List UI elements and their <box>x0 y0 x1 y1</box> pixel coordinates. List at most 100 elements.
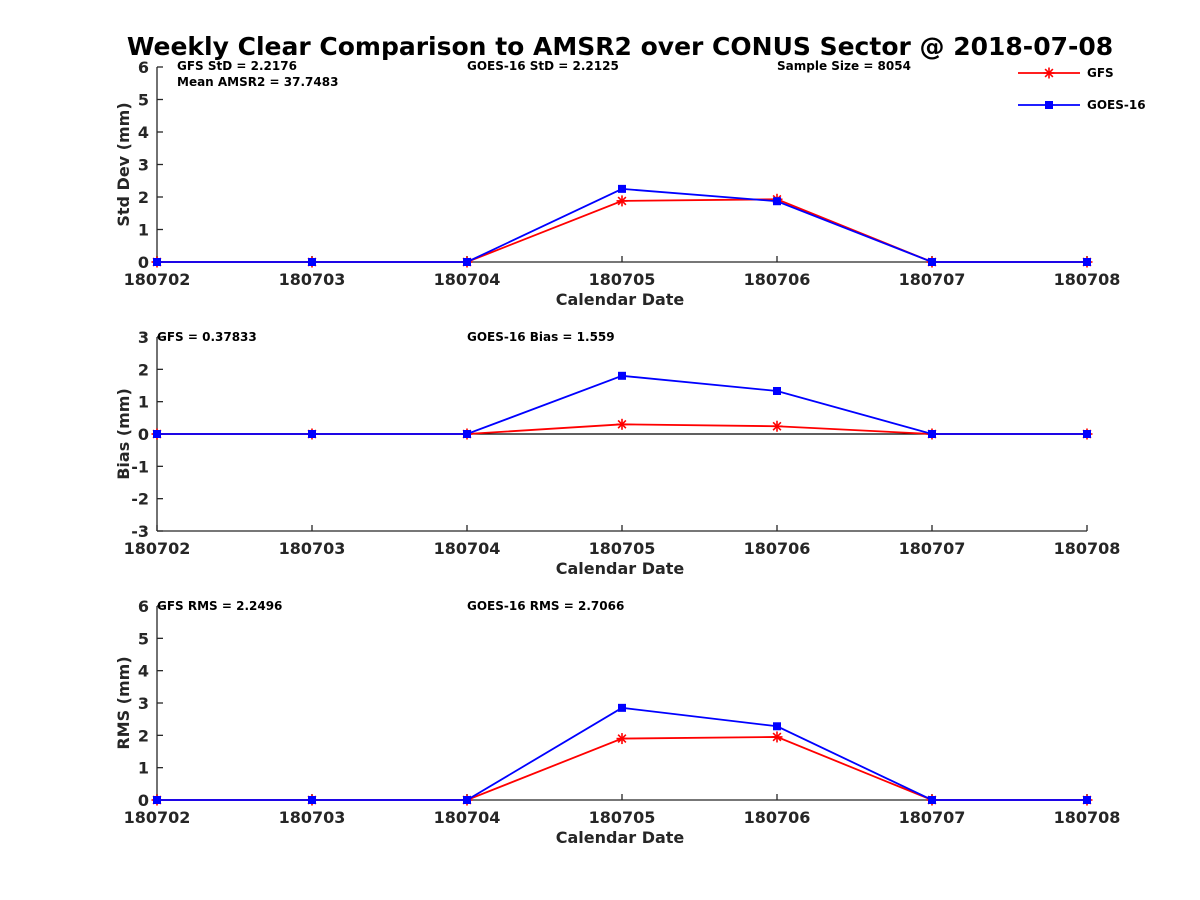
y-tick-label: 6 <box>138 597 149 616</box>
x-tick-label: 180707 <box>899 270 966 289</box>
x-tick-label: 180704 <box>434 539 501 558</box>
y-tick-label: 2 <box>138 726 149 745</box>
y-tick-label: 0 <box>138 791 149 810</box>
y-tick-label: 5 <box>138 629 149 648</box>
data-point <box>618 184 626 193</box>
y-tick-label: 1 <box>138 393 149 412</box>
y-tick-label: 6 <box>138 58 149 77</box>
x-tick-label: 180708 <box>1054 270 1121 289</box>
data-point <box>308 796 316 804</box>
data-point <box>153 430 161 438</box>
x-tick-label: 180705 <box>589 539 656 558</box>
legend-marker <box>1045 101 1053 109</box>
data-point <box>308 258 316 266</box>
stat-annotation: Mean AMSR2 = 37.7483 <box>177 75 338 89</box>
x-tick-label: 180705 <box>589 808 656 827</box>
y-tick-label: 1 <box>138 759 149 778</box>
data-point <box>618 371 626 380</box>
y-tick-label: 5 <box>138 91 149 110</box>
y-axis-label: RMS (mm) <box>114 656 133 749</box>
y-tick-label: -2 <box>131 490 149 509</box>
x-tick-label: 180705 <box>589 270 656 289</box>
x-tick-label: 180704 <box>434 808 501 827</box>
x-axis-label: Calendar Date <box>556 290 685 309</box>
data-point <box>928 258 936 266</box>
x-tick-label: 180703 <box>279 539 346 558</box>
stat-annotation: GFS = 0.37833 <box>157 330 257 344</box>
stat-annotation: GFS StD = 2.2176 <box>177 59 297 73</box>
data-point <box>928 430 936 438</box>
x-tick-label: 180702 <box>124 270 191 289</box>
data-point <box>463 258 471 266</box>
x-tick-label: 180706 <box>744 808 811 827</box>
data-point <box>153 258 161 266</box>
data-point <box>153 796 161 804</box>
y-axis-label: Std Dev (mm) <box>114 102 133 226</box>
x-tick-label: 180703 <box>279 808 346 827</box>
x-tick-label: 180703 <box>279 270 346 289</box>
series-goes-16 <box>153 703 1091 804</box>
x-tick-label: 180702 <box>124 808 191 827</box>
x-axis-label: Calendar Date <box>556 559 685 578</box>
data-point <box>773 197 781 206</box>
data-point <box>463 430 471 438</box>
legend-label: GOES-16 <box>1087 98 1146 112</box>
data-point <box>1083 430 1091 438</box>
panel-1: 0 1 2 3 4 5 6 180702 180703 180704 180705 180706 180… <box>114 58 1120 309</box>
data-point <box>463 796 471 804</box>
y-tick-label: 3 <box>138 328 149 347</box>
stat-annotation: GFS RMS = 2.2496 <box>157 599 282 613</box>
stat-annotation: GOES-16 RMS = 2.7066 <box>467 599 624 613</box>
y-tick-label: 3 <box>138 156 149 175</box>
y-tick-label: 0 <box>138 253 149 272</box>
y-tick-label: 0 <box>138 425 149 444</box>
y-tick-label: 4 <box>138 662 149 681</box>
legend-entry-goes-16: GOES-16 <box>1018 98 1146 112</box>
data-point <box>928 796 936 804</box>
x-axis-label: Calendar Date <box>556 828 685 847</box>
data-point <box>773 386 781 395</box>
stat-annotation: GOES-16 StD = 2.2125 <box>467 59 619 73</box>
y-tick-label: 3 <box>138 694 149 713</box>
legend-marker <box>1043 67 1055 79</box>
legend-label: GFS <box>1087 66 1114 80</box>
x-tick-label: 180706 <box>744 270 811 289</box>
data-point <box>771 731 783 743</box>
x-tick-label: 180708 <box>1054 808 1121 827</box>
series-line <box>157 706 1087 801</box>
legend-entry-gfs: GFS <box>1018 66 1114 80</box>
legend: GFS GOES-16 <box>1018 66 1146 112</box>
x-tick-label: 180706 <box>744 539 811 558</box>
chart-panels: 0 1 2 3 4 5 6 180702 180703 180704 180705 180706 180… <box>114 58 1120 847</box>
y-tick-label: 2 <box>138 360 149 379</box>
series-goes-16 <box>153 371 1091 438</box>
series-line <box>157 198 1087 263</box>
x-tick-label: 180708 <box>1054 539 1121 558</box>
data-point <box>773 722 781 731</box>
panel-3: 0 1 2 3 4 5 6 180702 180703 180704 180705 180706 180… <box>114 597 1120 847</box>
y-tick-label: 1 <box>138 221 149 240</box>
data-point <box>771 420 783 432</box>
x-tick-label: 180707 <box>899 539 966 558</box>
y-tick-label: -1 <box>131 457 149 476</box>
data-point <box>616 733 628 745</box>
series-gfs <box>151 418 1093 440</box>
x-tick-label: 180702 <box>124 539 191 558</box>
x-tick-label: 180704 <box>434 270 501 289</box>
panel-2: -3 -2 -1 0 1 2 3 180702 180703 180704 180705 180706… <box>114 328 1120 578</box>
data-point <box>1083 796 1091 804</box>
y-tick-label: 2 <box>138 188 149 207</box>
y-axis-label: Bias (mm) <box>114 388 133 480</box>
data-point <box>618 703 626 712</box>
series-goes-16 <box>153 184 1091 266</box>
x-tick-label: 180707 <box>899 808 966 827</box>
chart-title: Weekly Clear Comparison to AMSR2 over CO… <box>127 32 1113 61</box>
y-tick-label: -3 <box>131 522 149 541</box>
series-line <box>157 736 1087 801</box>
y-tick-label: 4 <box>138 123 149 142</box>
data-point <box>616 418 628 430</box>
data-point <box>308 430 316 438</box>
data-point <box>1083 258 1091 266</box>
data-point <box>616 195 628 207</box>
